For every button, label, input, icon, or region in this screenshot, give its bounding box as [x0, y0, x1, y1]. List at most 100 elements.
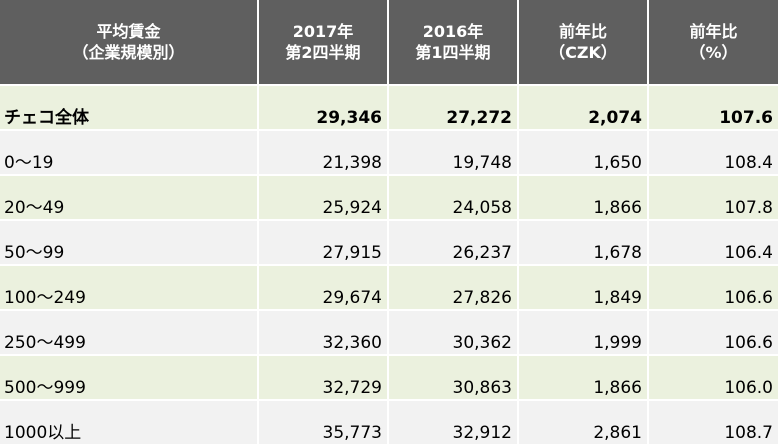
cell-diff: 1,678: [518, 220, 649, 266]
header-yoy-percent: 前年比 （%）: [648, 0, 778, 86]
cell-pct: 106.0: [648, 355, 778, 401]
header-yoy-czk: 前年比 （CZK）: [518, 0, 649, 86]
cell-diff: 1,650: [518, 130, 649, 176]
table-row: 50～99 27,915 26,237 1,678 106.4: [0, 220, 778, 266]
row-label-text: 0～19: [4, 153, 54, 173]
cell-diff-value: 2,861: [593, 423, 642, 443]
header-2016-q1-line1: 2016年: [422, 22, 484, 41]
row-label: 250～499: [0, 310, 259, 356]
cell-2016-value: 24,058: [452, 198, 512, 218]
row-label-text: 100～249: [4, 288, 86, 308]
cell-2017: 29,674: [258, 265, 389, 311]
cell-pct-value: 106.6: [724, 288, 773, 308]
header-yoy-czk-line2: （CZK）: [549, 43, 617, 62]
cell-diff: 1,866: [518, 355, 649, 401]
table-body: チェコ全体 29,346 27,272 2,074 107.6 0～19 21,…: [0, 85, 778, 446]
cell-pct-value: 108.7: [724, 423, 773, 443]
cell-2017: 32,729: [258, 355, 389, 401]
cell-diff-value: 1,999: [593, 333, 642, 353]
cell-diff-value: 2,074: [588, 108, 642, 128]
cell-pct: 107.8: [648, 175, 778, 221]
cell-2016: 30,863: [388, 355, 519, 401]
cell-diff: 1,999: [518, 310, 649, 356]
table-row: 1000以上 35,773 32,912 2,861 108.7: [0, 400, 778, 446]
cell-2017: 25,924: [258, 175, 389, 221]
cell-diff-value: 1,866: [593, 378, 642, 398]
cell-diff: 2,074: [518, 85, 649, 131]
cell-pct: 106.6: [648, 310, 778, 356]
header-yoy-percent-line2: （%）: [689, 43, 738, 62]
table-row: 250～499 32,360 30,362 1,999 106.6: [0, 310, 778, 356]
cell-2016: 24,058: [388, 175, 519, 221]
row-label: 1000以上: [0, 400, 259, 446]
row-label: 50～99: [0, 220, 259, 266]
table-row: 100～249 29,674 27,826 1,849 106.6: [0, 265, 778, 311]
cell-diff-value: 1,866: [593, 198, 642, 218]
table-row: 500～999 32,729 30,863 1,866 106.0: [0, 355, 778, 401]
row-label-text: 20～49: [4, 198, 65, 218]
cell-2017-value: 29,346: [316, 108, 382, 128]
table-row: 20～49 25,924 24,058 1,866 107.8: [0, 175, 778, 221]
cell-2017-value: 32,729: [322, 378, 382, 398]
cell-2017-value: 27,915: [322, 243, 382, 263]
row-label: 20～49: [0, 175, 259, 221]
header-yoy-percent-line1: 前年比: [689, 22, 738, 41]
cell-pct-value: 107.6: [719, 108, 773, 128]
cell-2017-value: 35,773: [322, 423, 382, 443]
cell-pct-value: 106.4: [724, 243, 773, 263]
header-2017-q2-line2: 第2四半期: [285, 43, 361, 62]
cell-2016-value: 27,826: [452, 288, 512, 308]
cell-diff: 1,866: [518, 175, 649, 221]
cell-pct-value: 106.6: [724, 333, 773, 353]
cell-pct: 107.6: [648, 85, 778, 131]
cell-2016: 30,362: [388, 310, 519, 356]
header-2016-q1-line2: 第1四半期: [415, 43, 491, 62]
cell-2017: 21,398: [258, 130, 389, 176]
row-label-text: チェコ全体: [4, 108, 89, 128]
cell-2016: 19,748: [388, 130, 519, 176]
cell-2017: 27,915: [258, 220, 389, 266]
cell-2016: 27,826: [388, 265, 519, 311]
row-label: 100～249: [0, 265, 259, 311]
cell-2016-value: 27,272: [446, 108, 512, 128]
cell-2017-value: 25,924: [322, 198, 382, 218]
header-yoy-czk-line1: 前年比: [558, 22, 607, 41]
header-2017-q2: 2017年 第2四半期: [258, 0, 389, 86]
header-company-size-line1: 平均賃金: [96, 22, 161, 41]
cell-pct-value: 108.4: [724, 153, 773, 173]
table-row-total: チェコ全体 29,346 27,272 2,074 107.6: [0, 85, 778, 131]
header-company-size: 平均賃金 （企業規模別）: [0, 0, 259, 86]
cell-diff-value: 1,849: [593, 288, 642, 308]
cell-pct-value: 107.8: [724, 198, 773, 218]
cell-diff-value: 1,650: [593, 153, 642, 173]
row-label-text: 250～499: [4, 333, 86, 353]
cell-2016-value: 30,362: [452, 333, 512, 353]
cell-2017: 35,773: [258, 400, 389, 446]
table-header: 平均賃金 （企業規模別） 2017年 第2四半期 2016年 第1四半期 前年比…: [0, 0, 778, 86]
cell-2016-value: 26,237: [452, 243, 512, 263]
table-row: 0～19 21,398 19,748 1,650 108.4: [0, 130, 778, 176]
cell-2016-value: 30,863: [452, 378, 512, 398]
cell-2016: 26,237: [388, 220, 519, 266]
cell-2016: 32,912: [388, 400, 519, 446]
cell-2016-value: 32,912: [452, 423, 512, 443]
header-company-size-line2: （企業規模別）: [72, 43, 185, 62]
cell-diff: 1,849: [518, 265, 649, 311]
row-label-text: 500～999: [4, 378, 86, 398]
cell-2017: 32,360: [258, 310, 389, 356]
header-2016-q1: 2016年 第1四半期: [388, 0, 519, 86]
cell-diff: 2,861: [518, 400, 649, 446]
cell-2017-value: 29,674: [322, 288, 382, 308]
cell-pct: 108.7: [648, 400, 778, 446]
cell-diff-value: 1,678: [593, 243, 642, 263]
cell-2016-value: 19,748: [452, 153, 512, 173]
row-label: 500～999: [0, 355, 259, 401]
row-label-text: 1000以上: [4, 423, 82, 443]
header-row: 平均賃金 （企業規模別） 2017年 第2四半期 2016年 第1四半期 前年比…: [0, 0, 778, 86]
cell-2017: 29,346: [258, 85, 389, 131]
cell-pct: 106.6: [648, 265, 778, 311]
row-label: チェコ全体: [0, 85, 259, 131]
cell-2017-value: 32,360: [322, 333, 382, 353]
row-label: 0～19: [0, 130, 259, 176]
